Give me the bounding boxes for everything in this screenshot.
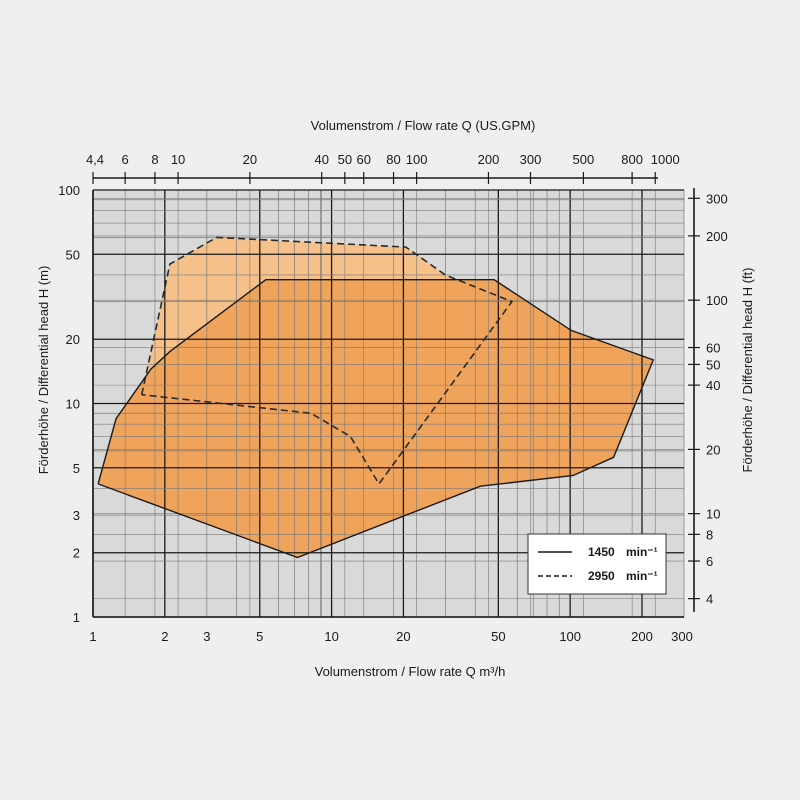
x-axis-title: Volumenstrom / Flow rate Q m³/h [315,664,506,679]
y-tick-label: 10 [66,397,80,412]
x2-tick-label: 40 [314,152,328,167]
x-tick-label: 3 [203,629,210,644]
y2-tick-label: 8 [706,527,713,542]
y-tick-label: 1 [73,610,80,625]
x2-axis-title: Volumenstrom / Flow rate Q (US.GPM) [311,118,536,133]
x2-tick-label: 800 [621,152,643,167]
x-tick-label: 100 [559,629,581,644]
x2-tick-label: 8 [151,152,158,167]
y2-tick-label: 50 [706,357,720,372]
x2-tick-label: 6 [122,152,129,167]
y-tick-label: 3 [73,508,80,523]
legend: 1450 min⁻¹ 2950 min⁻¹ [527,533,667,595]
y2-tick-label: 300 [706,191,728,206]
y2-tick-label: 20 [706,442,720,457]
x2-tick-label: 4,4 [86,152,104,167]
y2-tick-label: 60 [706,341,720,356]
x2-tick-label: 10 [171,152,185,167]
legend-1450-label: 1450 [588,545,615,559]
y-tick-label: 2 [73,546,80,561]
x-tick-label: 20 [396,629,410,644]
x2-tick-label: 1000 [651,152,680,167]
outline-1450 [97,279,655,559]
y2-tick-label: 10 [706,507,720,522]
y2-tick-label: 200 [706,229,728,244]
x-tick-label: 10 [324,629,338,644]
y2-tick-label: 6 [706,554,713,569]
y-tick-label: 50 [66,247,80,262]
x-tick-label: 300 [671,629,693,644]
x2-tick-label: 80 [386,152,400,167]
x2-tick-label: 500 [573,152,595,167]
x-tick-label: 5 [256,629,263,644]
y-tick-label: 20 [66,332,80,347]
y-axis-title: Förderhöhe / Differential head H (m) [36,266,51,475]
x2-tick-label: 300 [520,152,542,167]
x2-tick-label: 100 [406,152,428,167]
x-tick-label: 1 [89,629,96,644]
series-outlines [97,236,655,559]
x-tick-label: 2 [161,629,168,644]
x-tick-label: 50 [491,629,505,644]
y2-axis-title: Förderhöhe / Differential head H (ft) [740,268,755,473]
x2-tick-label: 60 [356,152,370,167]
y2-tick-label: 100 [706,293,728,308]
tick-labels: 1 2 3 5 10 20 50 100 200 300 1 2 3 5 10 20 50 100 4,4 6 8 10 2… [58,152,727,644]
legend-1450-unit: min⁻¹ [626,545,658,559]
y2-tick-label: 4 [706,592,713,607]
legend-2950-unit: min⁻¹ [626,569,658,583]
y-tick-label: 100 [58,183,80,198]
y2-tick-label: 40 [706,378,720,393]
x2-tick-label: 200 [478,152,500,167]
outline-2950 [140,236,514,486]
x-tick-label: 200 [631,629,653,644]
x2-tick-label: 50 [338,152,352,167]
y-tick-label: 5 [73,461,80,476]
x2-tick-label: 20 [243,152,257,167]
axes [92,172,700,618]
legend-2950-label: 2950 [588,569,615,583]
legend-box [527,533,667,595]
